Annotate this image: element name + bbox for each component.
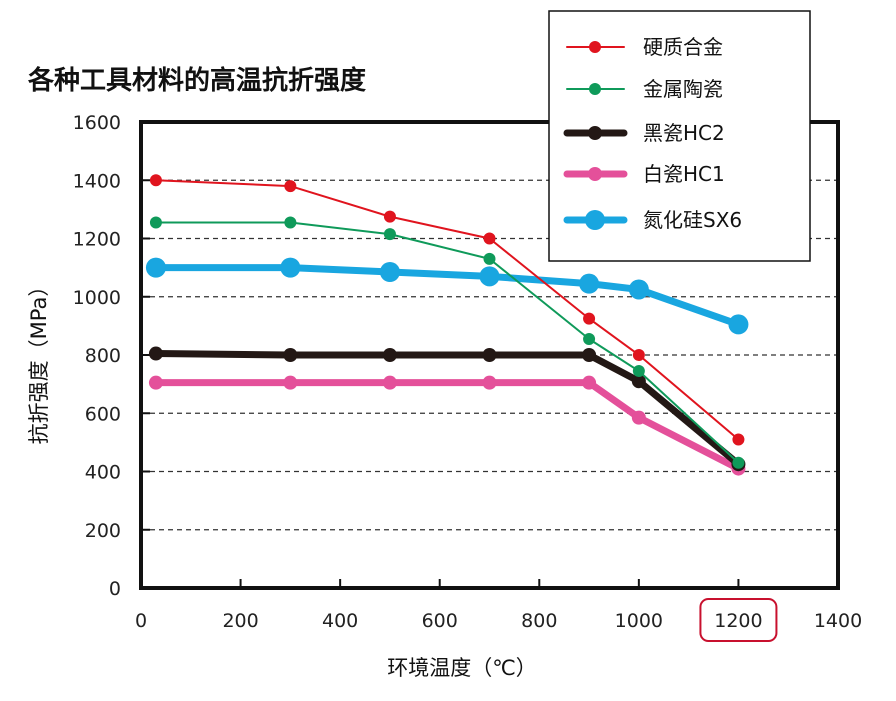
legend-swatch-marker — [589, 83, 601, 95]
data-point — [149, 174, 162, 187]
y-tick-label: 1200 — [73, 229, 121, 251]
data-point — [382, 348, 397, 362]
y-tick-label: 0 — [109, 578, 121, 600]
y-tick-label: 200 — [85, 520, 121, 542]
series-line — [152, 264, 742, 328]
data-point — [379, 261, 400, 282]
x-tick-label: 200 — [222, 610, 258, 632]
series-2 — [148, 346, 746, 472]
legend-label: 白瓷HC1 — [643, 162, 725, 186]
data-point — [583, 332, 596, 345]
x-tick-label: 1000 — [615, 610, 663, 632]
data-point — [631, 374, 646, 389]
series-layer — [145, 174, 749, 476]
data-point — [284, 216, 297, 229]
legend-label: 氮化硅SX6 — [643, 208, 742, 232]
data-point — [284, 180, 297, 193]
y-tick-label: 1400 — [73, 170, 121, 192]
legend-entry: 硬质合金 — [566, 35, 723, 59]
data-point — [632, 365, 645, 378]
x-axis-label: 环境温度（℃） — [387, 656, 537, 680]
x-tick-label: 400 — [322, 610, 358, 632]
highlight-box — [699, 598, 778, 642]
y-tick-label: 600 — [85, 403, 121, 425]
y-axis-label: 抗折强度（MPa） — [27, 276, 51, 445]
data-point — [148, 346, 163, 361]
data-point — [631, 410, 646, 425]
x-axis: 0 200 400 600 800 1000 1200 1400 — [135, 579, 862, 642]
data-point — [579, 273, 600, 294]
legend-label: 黑瓷HC2 — [643, 121, 725, 145]
legend-entry: 黑瓷HC2 — [563, 121, 725, 145]
data-point — [632, 349, 645, 361]
legend-entry: 白瓷HC1 — [563, 162, 725, 186]
y-axis: 0 200 400 600 800 1000 1200 1400 1600 — [73, 112, 150, 600]
x-tick-label: 1400 — [814, 610, 862, 632]
series-0 — [149, 174, 745, 446]
data-point — [382, 375, 397, 390]
data-point — [582, 375, 597, 390]
legend-label: 金属陶瓷 — [643, 77, 723, 101]
data-point — [483, 232, 496, 245]
legend-swatch-marker — [588, 167, 602, 181]
y-tick-label: 1000 — [73, 287, 121, 309]
data-point — [482, 348, 497, 362]
x-tick-label: 1200 — [714, 610, 762, 632]
data-point — [482, 375, 497, 390]
data-point — [145, 257, 166, 278]
legend-entry: 金属陶瓷 — [566, 77, 723, 101]
y-tick-label: 800 — [85, 345, 121, 367]
data-point — [583, 312, 596, 325]
x-tick-label: 600 — [422, 610, 458, 632]
data-point — [483, 252, 496, 265]
data-point — [149, 216, 162, 229]
data-point — [732, 456, 745, 469]
data-point — [728, 314, 749, 335]
y-tick-label: 1600 — [73, 112, 121, 134]
legend-label: 硬质合金 — [643, 35, 723, 59]
y-tick-label: 400 — [85, 462, 121, 484]
chart-title: 各种工具材料的高温抗折强度 — [27, 65, 366, 96]
data-point — [283, 348, 298, 362]
data-point — [383, 210, 396, 223]
legend-swatch-marker — [585, 210, 605, 230]
series-3 — [148, 375, 746, 476]
data-point — [732, 433, 745, 446]
series-line — [152, 350, 742, 468]
data-point — [148, 375, 163, 390]
x-tick-label: 800 — [521, 610, 557, 632]
series-4 — [145, 257, 749, 335]
data-point — [280, 257, 301, 278]
legend-entry: 氮化硅SX6 — [563, 208, 742, 232]
legend-swatch-marker — [589, 41, 601, 53]
data-point — [283, 375, 298, 390]
legend-swatch-marker — [588, 126, 602, 140]
x-tick-label: 0 — [135, 610, 147, 632]
series-1 — [149, 216, 745, 469]
data-point — [628, 279, 649, 300]
data-point — [479, 266, 500, 287]
data-point — [383, 228, 396, 241]
data-point — [582, 348, 597, 362]
